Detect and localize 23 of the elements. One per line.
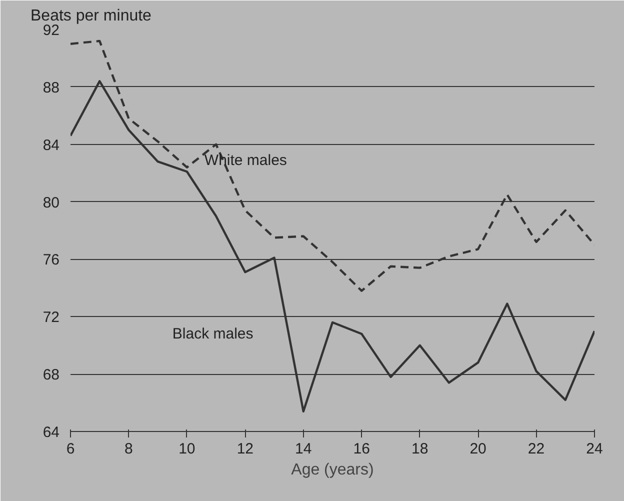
y-tick-label: 64 [42, 424, 60, 441]
x-tick-label: 8 [124, 440, 133, 458]
y-tick-label: 68 [42, 366, 60, 384]
x-tick-label: 24 [586, 440, 603, 458]
line-series [70, 80, 594, 412]
series-label: White males [204, 152, 287, 169]
y-tick-label: 88 [42, 79, 60, 96]
y-tick-label: 72 [42, 309, 60, 326]
x-tick-label: 16 [353, 440, 370, 458]
x-tick-label: 6 [66, 440, 75, 458]
x-tick-label: 10 [178, 440, 196, 458]
y-tick-label: 84 [42, 136, 60, 154]
x-tick-label: 14 [295, 440, 312, 458]
y-tick-label: 76 [42, 252, 60, 269]
y-tick-label: 92 [42, 22, 60, 39]
text: Black males [172, 325, 254, 342]
x-tick-label: 22 [528, 440, 545, 458]
x-tick-label: 12 [236, 440, 254, 458]
y-tick-label: 80 [42, 194, 60, 212]
x-tick-label: 20 [470, 440, 486, 458]
y-axis-title: Beats per minute [30, 8, 152, 24]
x-axis-title: Age (years) [291, 462, 374, 478]
x-tick-label: 18 [411, 440, 428, 458]
